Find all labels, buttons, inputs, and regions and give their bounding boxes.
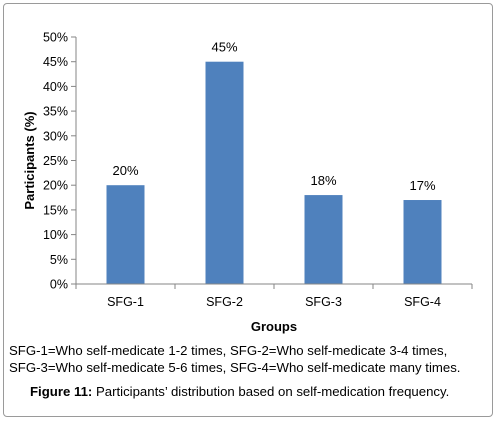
y-tick-label: 10% — [43, 228, 68, 242]
y-tick-label: 20% — [43, 179, 68, 193]
bar-sfg-4 — [403, 200, 442, 284]
x-axis-label: Groups — [251, 319, 297, 334]
y-tick-label: 40% — [43, 80, 68, 94]
figure-note: SFG-1=Who self-medicate 1-2 times, SFG-2… — [9, 342, 493, 376]
x-tick-label: SFG-2 — [206, 295, 243, 309]
y-tick-label: 35% — [43, 105, 68, 119]
y-axis-ticks: 0% 5% 10% 15% 20% 25% 30% 35% 40% 45% 50% — [43, 31, 76, 292]
y-tick-label: 45% — [43, 55, 68, 69]
chart-frame — [3, 3, 493, 417]
x-tick-label: SFG-1 — [107, 295, 144, 309]
y-tick-label: 30% — [43, 129, 68, 143]
data-label: 20% — [112, 163, 138, 178]
y-tick-label: 5% — [50, 253, 68, 267]
x-tick-label: SFG-4 — [404, 295, 441, 309]
y-tick-label: 25% — [43, 154, 68, 168]
figure-note-line-2: SFG-3=Who self-medicate 5-6 times, SFG-4… — [9, 360, 461, 375]
figure-caption-text: Participants’ distribution based on self… — [92, 384, 450, 399]
bar-sfg-1 — [106, 185, 145, 284]
y-tick-label: 0% — [50, 278, 68, 292]
y-axis-label: Participants (%) — [22, 111, 37, 209]
x-tick-label: SFG-3 — [305, 295, 342, 309]
data-label: 17% — [409, 178, 435, 193]
figure-caption-label: Figure 11: — [30, 384, 93, 399]
data-label: 45% — [211, 40, 237, 55]
bar-chart: 0% 5% 10% 15% 20% 25% 30% 35% 40% 45% 50% 20% 45% 18… — [22, 31, 473, 334]
x-axis-ticks: SFG-1 SFG-2 SFG-3 SFG-4 — [75, 284, 473, 309]
figure-note-line-1: SFG-1=Who self-medicate 1-2 times, SFG-2… — [9, 343, 448, 358]
data-labels: 20% 45% 18% 17% — [112, 40, 435, 193]
bar-sfg-2 — [205, 61, 244, 285]
bar-sfg-3 — [304, 195, 343, 284]
data-label: 18% — [310, 173, 336, 188]
y-tick-label: 15% — [43, 203, 68, 217]
bars — [106, 61, 442, 285]
y-tick-label: 50% — [43, 31, 68, 45]
figure-caption: Figure 11: Participants’ distribution ba… — [30, 384, 449, 399]
